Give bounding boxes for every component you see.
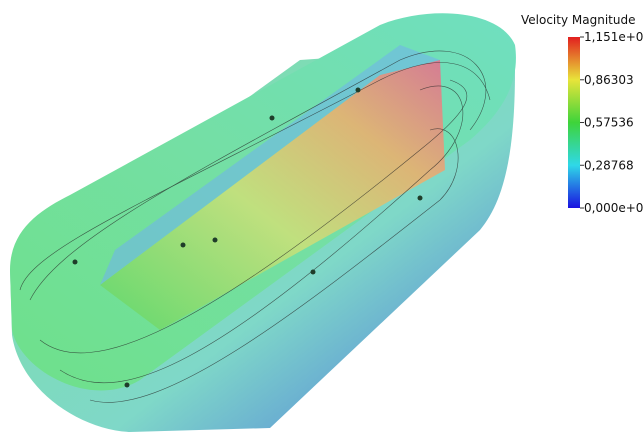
tank-geometry bbox=[10, 13, 516, 432]
viewport: Velocity Magnitude 1,151e+00 0,86303 0,575… bbox=[0, 0, 643, 438]
particle bbox=[73, 260, 78, 265]
particle bbox=[270, 116, 275, 121]
colorbar-tick-label: 0,57536 bbox=[584, 116, 634, 130]
particle bbox=[311, 270, 316, 275]
colorbar-title: Velocity Magnitude bbox=[521, 13, 635, 27]
particle bbox=[181, 243, 186, 248]
colorbar-tick-label: 0,000e+00 bbox=[584, 201, 643, 215]
colorbar-tick-label: 1,151e+00 bbox=[584, 30, 643, 44]
particle bbox=[213, 238, 218, 243]
colorbar-tick-label: 0,28768 bbox=[584, 158, 634, 172]
particle bbox=[418, 196, 423, 201]
particle bbox=[125, 383, 130, 388]
particle bbox=[356, 88, 361, 93]
colorbar-tick-label: 0,86303 bbox=[584, 73, 634, 87]
render-view: Velocity Magnitude 1,151e+00 0,86303 0,575… bbox=[0, 0, 643, 438]
colorbar bbox=[568, 37, 580, 208]
